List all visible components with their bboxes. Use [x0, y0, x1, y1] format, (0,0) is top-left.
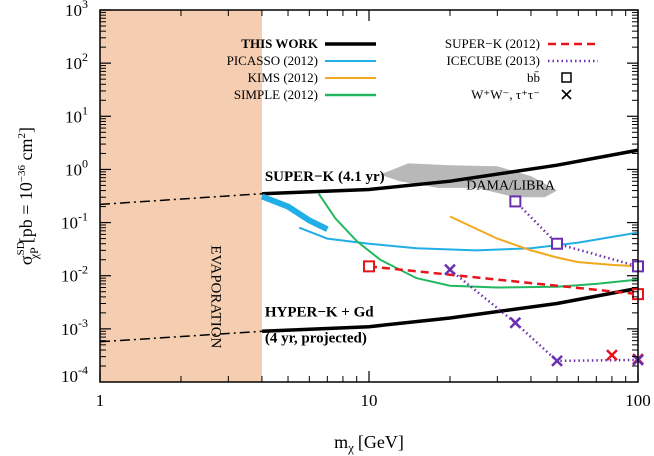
hyperk-subannotation: (4 yr, projected) — [265, 331, 367, 347]
dama-annotation: DAMA/LIBRA — [466, 178, 556, 193]
x-tick-label: 1 — [96, 391, 105, 410]
marker-icecube-2013-bb-1 — [551, 237, 564, 250]
y-tick-label: 101 — [65, 103, 88, 126]
evaporation-label: EVAPORATION — [208, 245, 224, 348]
marker-icecube-2013-bb-0 — [509, 195, 522, 208]
x-tick-label: 10 — [361, 391, 378, 410]
series-this-work-hyper-k-gd-4-yr-projected — [261, 286, 638, 334]
legend-marker-square — [561, 72, 572, 83]
marker-icecube-2013-w-w-1 — [509, 316, 522, 329]
series-super-k-4-1-yr-extrapolation — [100, 192, 263, 206]
legend-label-ww: W⁺W⁻, τ⁺τ⁻ — [471, 87, 540, 102]
legend-label-superk2012: SUPER−K (2012) — [445, 36, 540, 51]
legend-label-kims: KIMS (2012) — [248, 70, 318, 85]
y-tick-label: 10-3 — [61, 316, 88, 339]
y-tick-label: 103 — [65, 0, 88, 20]
series-super-k-2012 — [368, 265, 638, 296]
legend-marker-cross — [561, 89, 572, 100]
y-tick-label: 10-1 — [61, 210, 88, 233]
y-tick-label: 102 — [65, 50, 88, 73]
y-tick-label: 10-2 — [61, 263, 88, 286]
y-tick-label: 100 — [65, 156, 88, 179]
series-picasso-2012 — [298, 226, 638, 252]
legend-label-picasso: PICASSO (2012) — [227, 53, 318, 68]
marker-super-k-2012-0 — [363, 260, 375, 273]
x-tick-label: 100 — [625, 391, 651, 410]
legend: THIS WORK PICASSO (2012) KIMS (2012) SIM… — [227, 36, 598, 102]
superk-annotation: SUPER−K (4.1 yr) — [265, 169, 385, 185]
marker-icecube-2013-w-w-0 — [444, 263, 456, 276]
series-hyper-k-gd-extrapolation — [100, 330, 263, 343]
axes-layer: 1 10 100 10-3 10-2 10-1 100 101 102 103 10-4 — [61, 0, 651, 410]
legend-label-this-work: THIS WORK — [241, 36, 319, 51]
hyperk-annotation: HYPER−K + Gd — [265, 305, 374, 321]
marker-super-k-2012-w-w-0 — [606, 349, 618, 362]
marker-icecube-2013-w-w-2 — [551, 354, 563, 367]
series-picasso-2012-low-mass-band — [260, 193, 329, 232]
legend-label-icecube: ICECUBE (2013) — [446, 53, 540, 68]
legend-label-bb: bb̄ — [527, 70, 540, 85]
series-simple-2012 — [317, 193, 638, 289]
legend-label-simple: SIMPLE (2012) — [234, 87, 318, 102]
y-axis-label: σSDχP[pb = 10−36 cm2] — [15, 127, 41, 265]
x-axis-label: mχ [GeV] — [334, 432, 404, 455]
y-tick-label: 10-4 — [61, 363, 88, 386]
series-this-work-super-k-4-1-yr — [261, 148, 638, 196]
series-icecube-2013-w-w — [449, 268, 638, 363]
series-icecube-2013-bb — [514, 200, 638, 268]
series-kims-2012 — [449, 215, 638, 268]
